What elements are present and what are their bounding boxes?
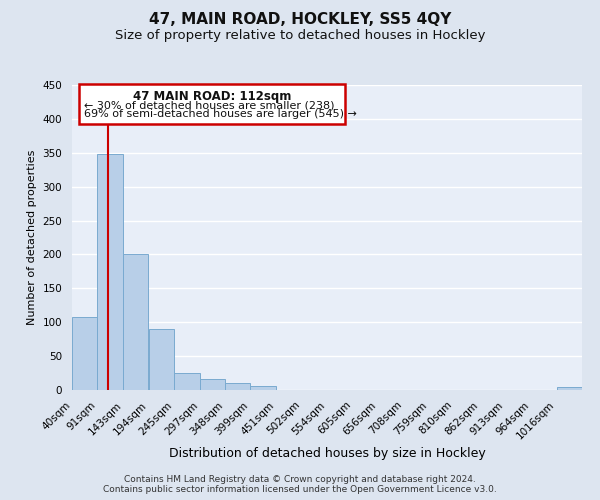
- Text: Contains HM Land Registry data © Crown copyright and database right 2024.: Contains HM Land Registry data © Crown c…: [124, 474, 476, 484]
- Bar: [123, 254, 148, 390]
- Bar: [174, 373, 199, 390]
- Bar: [72, 317, 97, 390]
- X-axis label: Distribution of detached houses by size in Hockley: Distribution of detached houses by size …: [169, 446, 485, 460]
- Bar: [225, 383, 250, 390]
- Y-axis label: Number of detached properties: Number of detached properties: [27, 150, 37, 325]
- Bar: [79, 84, 345, 124]
- Bar: [97, 154, 123, 390]
- Text: 69% of semi-detached houses are larger (545) →: 69% of semi-detached houses are larger (…: [85, 110, 357, 120]
- Text: Contains public sector information licensed under the Open Government Licence v3: Contains public sector information licen…: [103, 485, 497, 494]
- Bar: [250, 386, 276, 390]
- Text: Size of property relative to detached houses in Hockley: Size of property relative to detached ho…: [115, 29, 485, 42]
- Bar: [557, 386, 582, 390]
- Text: ← 30% of detached houses are smaller (238): ← 30% of detached houses are smaller (23…: [85, 100, 335, 110]
- Text: 47 MAIN ROAD: 112sqm: 47 MAIN ROAD: 112sqm: [133, 90, 292, 104]
- Text: 47, MAIN ROAD, HOCKLEY, SS5 4QY: 47, MAIN ROAD, HOCKLEY, SS5 4QY: [149, 12, 451, 28]
- Bar: [200, 379, 225, 390]
- Bar: [149, 329, 173, 390]
